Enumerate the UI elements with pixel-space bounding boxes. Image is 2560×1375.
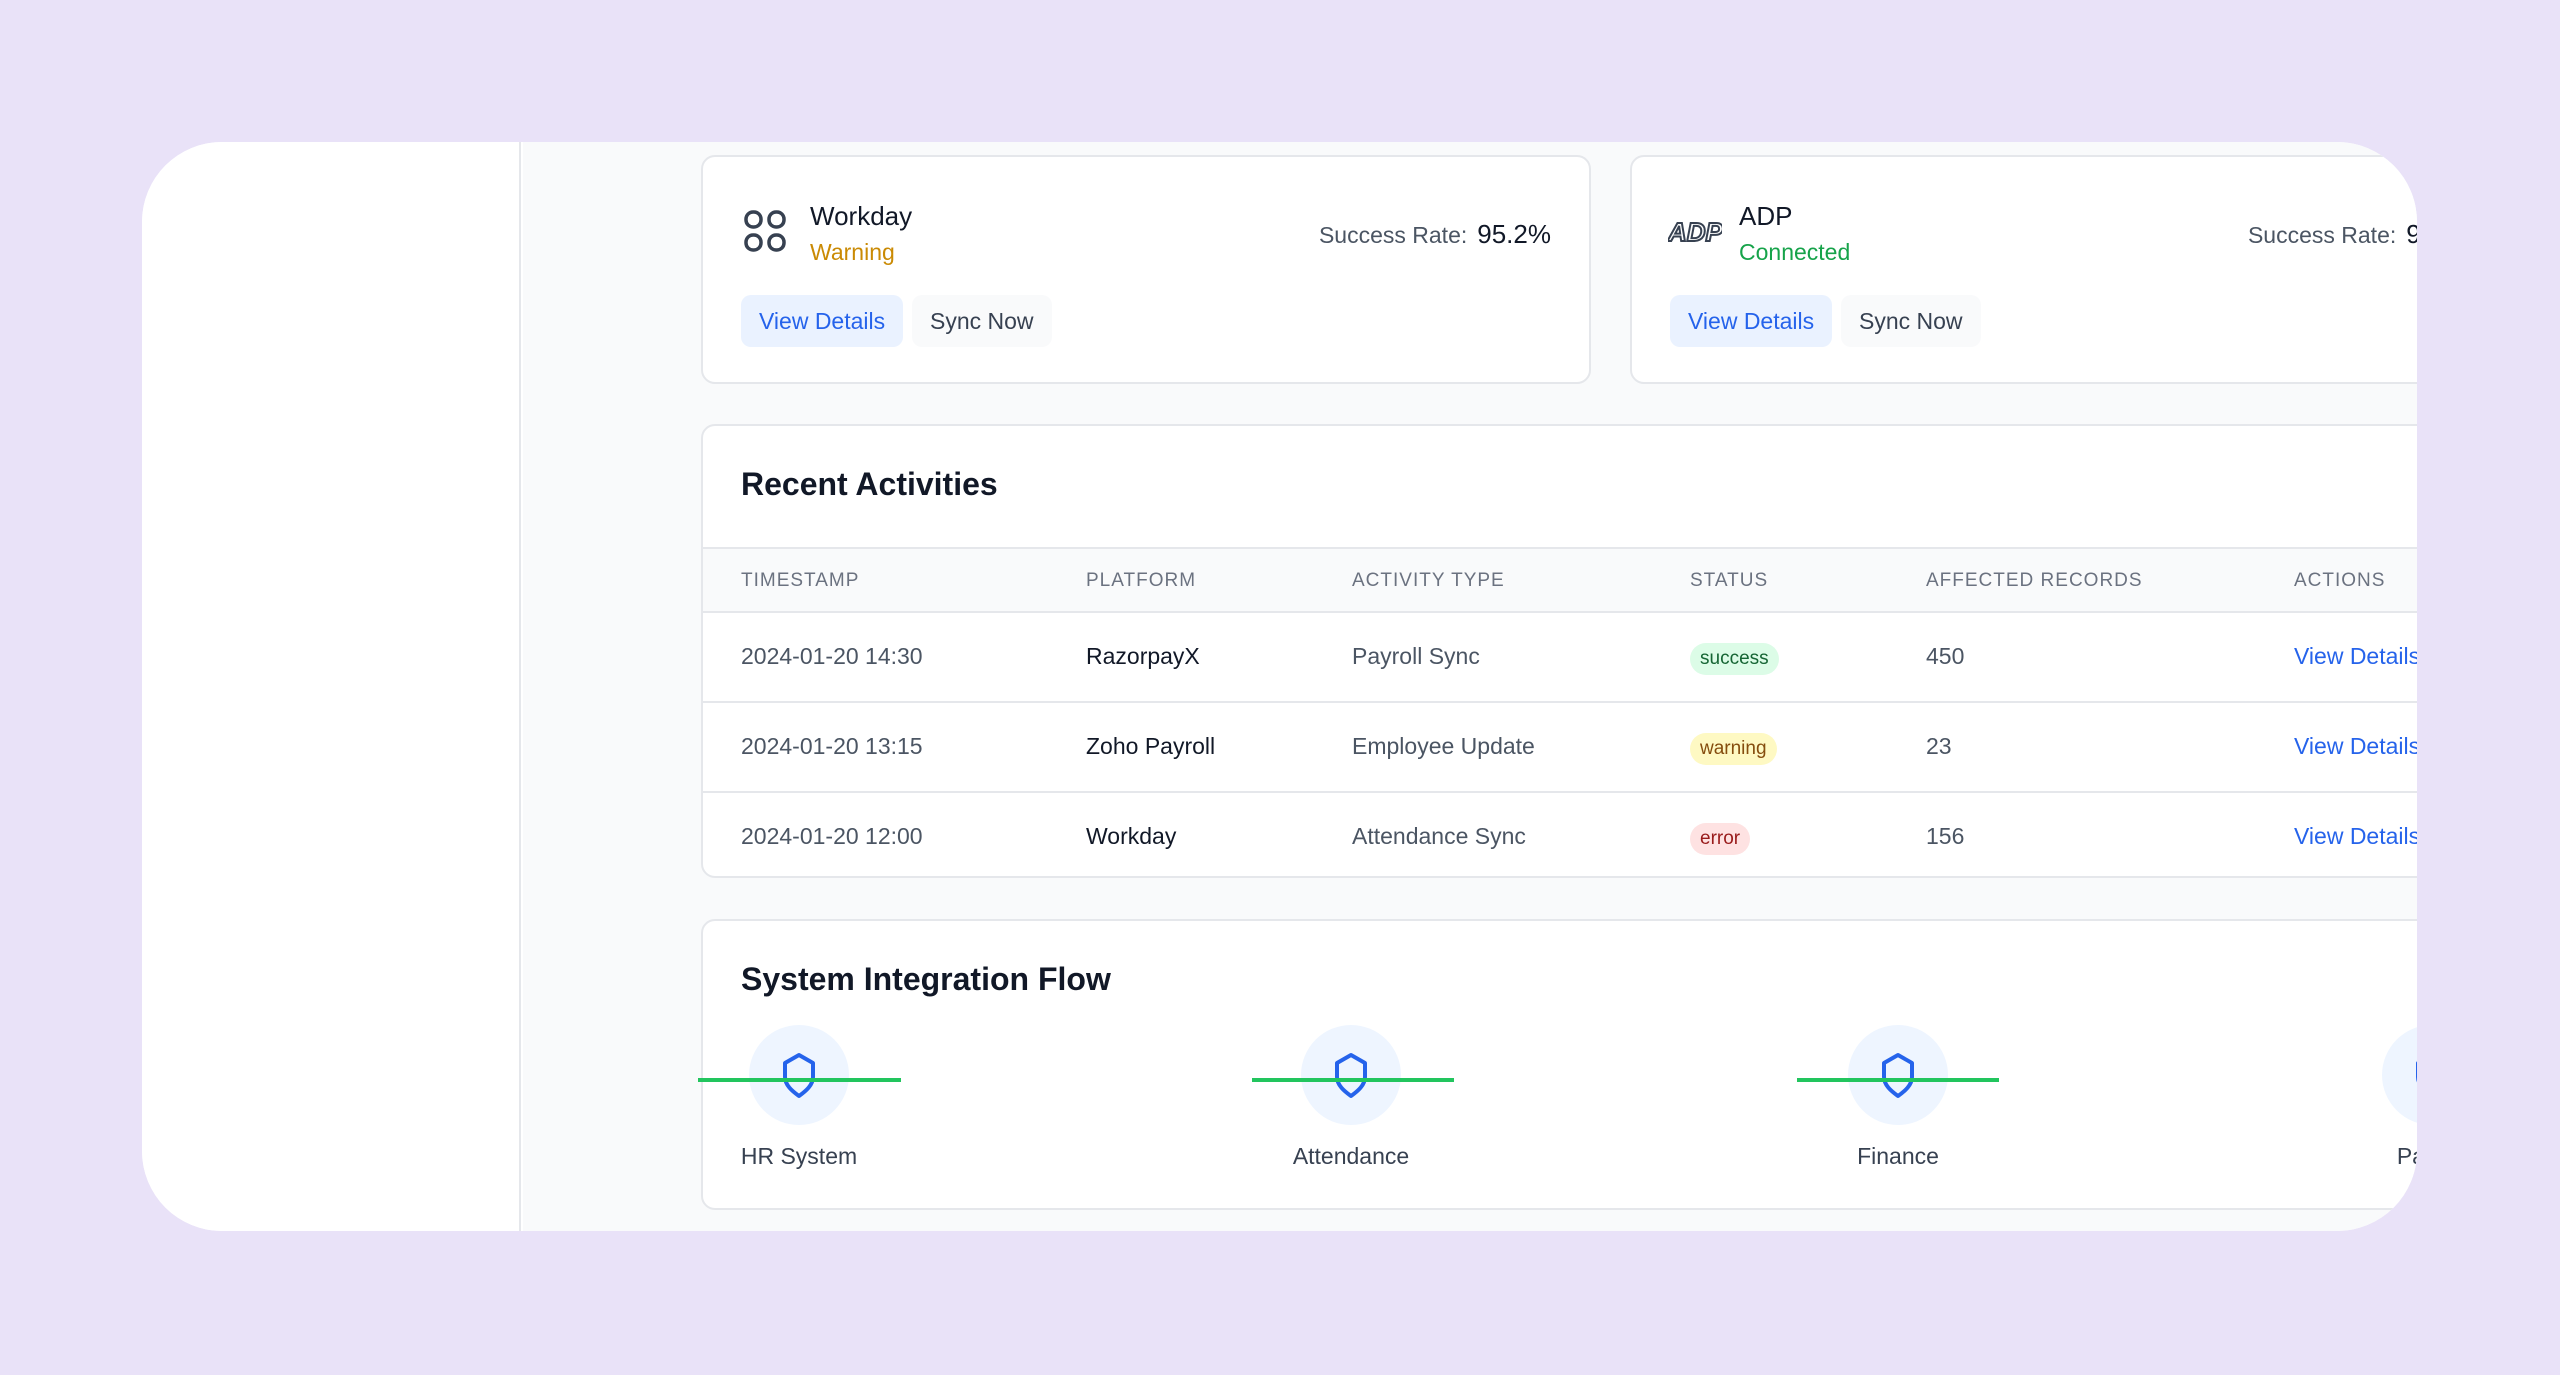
section-title: Recent Activities [741, 466, 998, 502]
success-rate: Success Rate: 95.2% [1319, 219, 1551, 250]
column-header: ACTIVITY TYPE [1352, 570, 1505, 591]
sync-now-button[interactable]: Sync Now [912, 295, 1052, 347]
platform: RazorpayX [1086, 643, 1200, 669]
platform: Workday [1086, 823, 1177, 849]
activity-type: Payroll Sync [1352, 643, 1480, 669]
flow-node-attendance[interactable] [1301, 1025, 1401, 1125]
flow-node-finance[interactable] [1848, 1025, 1948, 1125]
view-details-link[interactable]: View Details [2294, 733, 2417, 759]
flow-connector [1252, 1078, 1454, 1082]
flow-node-hr-system[interactable] [749, 1025, 849, 1125]
table-row: 2024-01-20 12:00 Workday Attendance Sync… [703, 791, 2417, 876]
adp-logo: ADP [1668, 216, 1722, 248]
affected-records: 23 [1926, 733, 1952, 759]
flow-connector [698, 1078, 901, 1082]
shield-icon [1335, 1053, 1367, 1098]
platform-name: ADP [1739, 201, 1793, 231]
grid-icon [744, 210, 786, 252]
column-header: AFFECTED RECORDS [1926, 570, 2143, 591]
column-header: ACTIONS [2294, 570, 2386, 591]
column-header: PLATFORM [1086, 570, 1197, 591]
affected-records: 156 [1926, 823, 1965, 849]
column-header: STATUS [1690, 570, 1769, 591]
platform: Zoho Payroll [1086, 733, 1216, 759]
sidebar [142, 142, 521, 1231]
column-header: TIMESTAMP [741, 570, 860, 591]
view-details-link[interactable]: View Details [2294, 823, 2417, 849]
platform-card-adp: ADP ADP Connected Success Rate: 99.5% Vie… [1630, 155, 2417, 384]
sync-now-button[interactable]: Sync Now [1841, 295, 1981, 347]
table-header: TIMESTAMP PLATFORM ACTIVITY TYPE STATUS … [703, 547, 2417, 611]
flow-node-payroll[interactable] [2382, 1025, 2417, 1125]
flow-connector [1797, 1078, 1999, 1082]
table-row: 2024-01-20 13:15 Zoho Payroll Employee U… [703, 701, 2417, 791]
success-rate-label: Success Rate: [2247, 222, 2397, 248]
platform-status: Warning [810, 239, 895, 265]
success-rate-value: 95.2% [1477, 219, 1551, 249]
status-badge: error [1690, 823, 1751, 855]
shield-icon [783, 1053, 815, 1098]
recent-activities-card: Recent Activities TIMESTAMP PLATFORM ACT… [701, 424, 2417, 878]
shield-icon [1882, 1053, 1914, 1098]
flow-node-label: Finance [1857, 1143, 1939, 1169]
success-rate-value: 99.5% [2406, 219, 2417, 249]
timestamp: 2024-01-20 12:00 [741, 823, 923, 849]
status-badge: success [1690, 643, 1779, 675]
success-rate: Success Rate: 99.5% [2248, 219, 2417, 250]
view-details-button[interactable]: View Details [1670, 295, 1833, 347]
flow-node-label: Payroll [2396, 1143, 2417, 1169]
success-rate-label: Success Rate: [1318, 222, 1468, 248]
timestamp: 2024-01-20 14:30 [741, 643, 923, 669]
shield-icon [2416, 1061, 2417, 1083]
activity-type: Attendance Sync [1352, 823, 1526, 849]
timestamp: 2024-01-20 13:15 [741, 733, 923, 759]
platform-name: Workday [810, 201, 913, 231]
platform-card-workday: Workday Warning Success Rate: 95.2% View … [701, 155, 1591, 384]
affected-records: 450 [1926, 643, 1965, 669]
flow-node-label: Attendance [1292, 1143, 1410, 1169]
view-details-link[interactable]: View Details [2294, 643, 2417, 669]
view-details-button[interactable]: View Details [741, 295, 904, 347]
integration-flow-card: System Integration Flow HR System Attend… [698, 919, 2417, 1210]
svg-text:ADP: ADP [1668, 217, 1722, 247]
app-window: Workday Warning Success Rate: 95.2% View … [142, 142, 2417, 1231]
status-badge: warning [1690, 733, 1777, 765]
flow-node-label: HR System [740, 1143, 858, 1169]
table-row: 2024-01-20 14:30 RazorpayX Payroll Sync … [703, 611, 2417, 701]
platform-status: Connected [1739, 239, 1851, 265]
main-content: Workday Warning Success Rate: 95.2% View … [523, 142, 2417, 1231]
activity-type: Employee Update [1352, 733, 1535, 759]
section-title: System Integration Flow [741, 961, 1111, 997]
